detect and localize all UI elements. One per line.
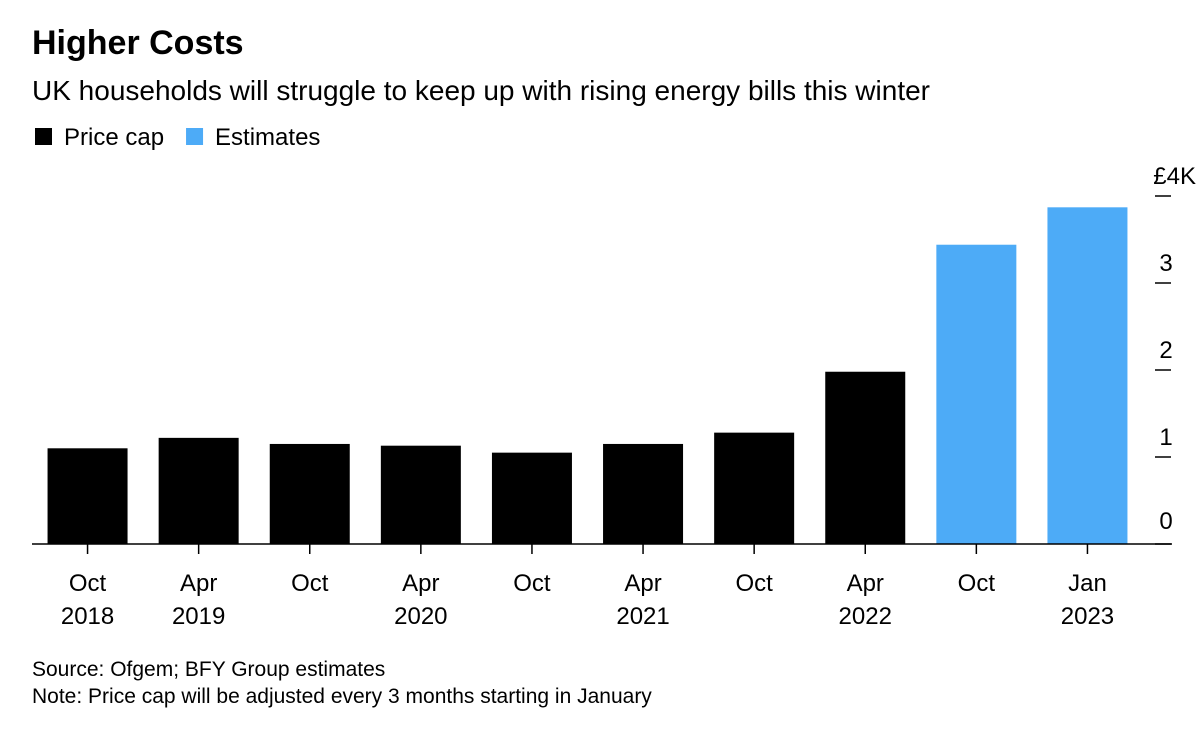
legend-swatch [186,128,204,145]
bar [714,432,795,544]
legend-label: Price cap [64,124,164,151]
bar [158,437,239,544]
bar [269,443,350,544]
bar [491,452,572,544]
x-tick-label: 2019 [172,603,225,630]
y-tick-label: 2 [1159,337,1172,364]
y-tick-label: £4K [1153,163,1196,190]
legend-swatch [35,128,52,145]
chart-title: Higher Costs [32,24,244,62]
x-tick-label: 2021 [616,603,669,630]
bar [380,445,461,544]
y-tick-label: 3 [1159,250,1172,277]
chart-subtitle: UK households will struggle to keep up w… [32,75,930,106]
bar [47,448,128,544]
x-tick-label: Apr [180,570,217,597]
bar [1047,207,1128,544]
note: Note: Price cap will be adjusted every 3… [32,685,652,708]
x-tick-label: Apr [402,570,439,597]
y-tick-label: 0 [1159,508,1172,535]
x-tick-label: 2020 [394,603,447,630]
x-tick-label: Oct [735,570,773,597]
x-tick-label: Apr [624,570,661,597]
legend-label: Estimates [215,124,320,151]
x-tick-label: 2018 [61,603,114,630]
y-tick-label: 1 [1159,424,1172,451]
x-tick-label: Oct [958,570,996,597]
bar [936,244,1017,544]
bar [825,371,906,544]
x-tick-label: Oct [69,570,107,597]
x-tick-label: 2022 [839,603,892,630]
x-tick-label: Jan [1068,570,1107,597]
x-tick-label: Oct [513,570,551,597]
source: Source: Ofgem; BFY Group estimates [32,658,385,681]
x-tick-label: Oct [291,570,329,597]
bar [603,443,684,544]
x-tick-label: 2023 [1061,603,1114,630]
x-tick-label: Apr [847,570,884,597]
